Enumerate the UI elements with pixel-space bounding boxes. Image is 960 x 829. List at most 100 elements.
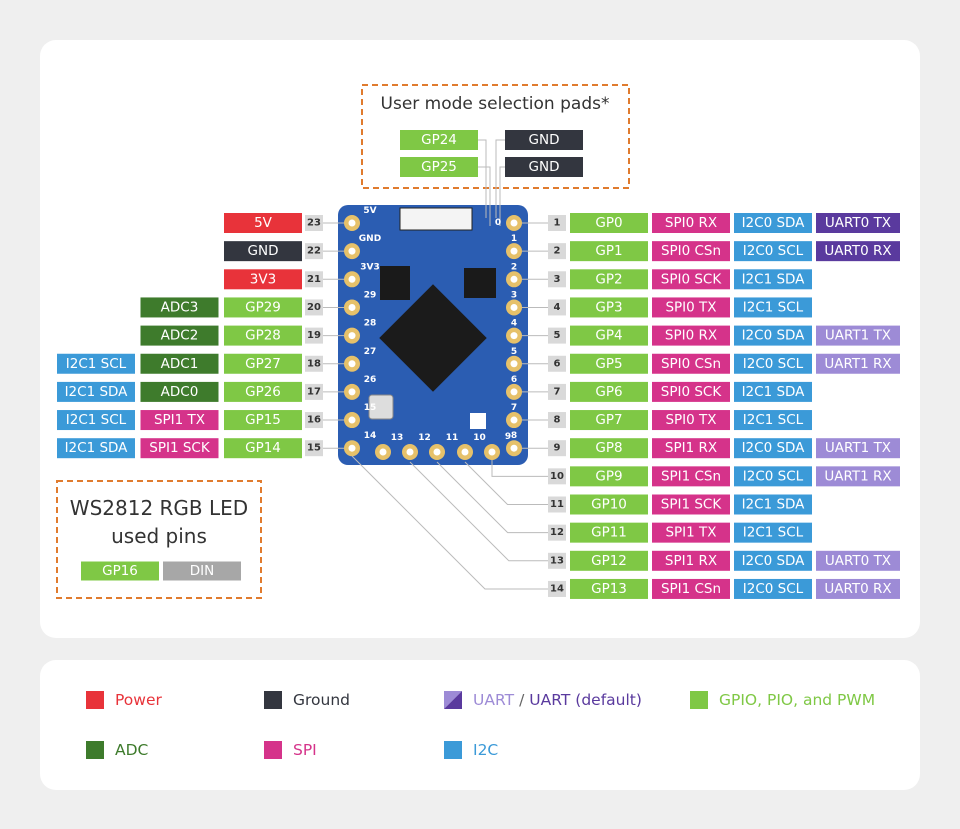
pin-number-box	[548, 355, 566, 372]
label-text: I2C0 SCL	[743, 581, 804, 597]
label-box	[570, 494, 648, 515]
pad-hole	[510, 360, 518, 368]
label-box	[57, 381, 135, 402]
label-box	[224, 213, 302, 233]
label-box	[816, 550, 900, 571]
label-text: GP10	[591, 497, 627, 513]
label-text: I2C0 SDA	[742, 553, 806, 569]
board-silk: 29	[364, 290, 377, 300]
label-box	[505, 157, 583, 177]
leader-line	[409, 461, 548, 562]
label-text: SPI0 CSn	[661, 243, 721, 259]
label-text: ADC0	[161, 384, 199, 400]
legend-label-part: I2C	[473, 741, 498, 759]
label-box	[57, 438, 135, 459]
pad-hole	[510, 247, 518, 255]
leader-line	[464, 461, 548, 505]
label-box	[816, 213, 900, 233]
board-silk: 0	[495, 218, 501, 228]
pin-number: 13	[550, 555, 564, 566]
label-text: I2C1 SCL	[743, 412, 804, 428]
legend-label-part: UART	[473, 691, 515, 709]
label-box	[652, 297, 730, 318]
label-box	[570, 297, 648, 318]
label-box	[816, 325, 900, 346]
pad-lines	[478, 139, 505, 226]
label-box	[570, 578, 648, 599]
pad-hole	[348, 388, 356, 396]
pad-hole	[348, 303, 356, 311]
label-text: I2C1 SDA	[742, 497, 806, 513]
label-box	[734, 550, 812, 571]
pad-hole	[461, 448, 469, 456]
label-text: I2C0 SCL	[743, 243, 804, 259]
pad-hole	[348, 360, 356, 368]
label-text: SPI1 RX	[665, 553, 717, 569]
pin-number-box	[548, 524, 566, 541]
label-box	[400, 130, 478, 150]
label-text: DIN	[190, 563, 214, 579]
board-silk: 3V3	[360, 262, 380, 272]
label-box	[224, 325, 302, 346]
legend-label: I2C	[473, 741, 498, 759]
label-box	[140, 297, 219, 318]
user-mode-title: User mode selection pads*	[381, 94, 610, 114]
board-silk: 6	[511, 375, 517, 385]
label-text: I2C1 SDA	[742, 384, 806, 400]
pin-number-box	[305, 215, 323, 231]
label-box	[57, 353, 135, 374]
pin-number: 6	[554, 358, 561, 369]
label-text: SPI0 RX	[665, 215, 717, 231]
label-text: GP12	[591, 553, 627, 569]
label-text: SPI1 SCK	[149, 440, 211, 456]
label-text: I2C0 SDA	[742, 215, 806, 231]
board-silk: GND	[359, 234, 381, 244]
label-text: SPI1 CSn	[661, 581, 721, 597]
pin-number-box	[548, 468, 566, 485]
board-silk: 10	[473, 433, 486, 443]
label-box	[570, 410, 648, 431]
label-box	[570, 522, 648, 543]
label-text: 3V3	[250, 271, 276, 287]
label-box	[224, 353, 302, 374]
pin-number: 1	[554, 218, 561, 229]
pad-hole	[348, 219, 356, 227]
pin-number: 10	[550, 471, 564, 482]
mcu-chip	[379, 284, 487, 392]
label-text: GP16	[102, 563, 138, 579]
pin-number-box	[305, 383, 323, 400]
label-box	[224, 438, 302, 459]
label-box	[652, 466, 730, 487]
pin-number: 22	[307, 246, 321, 257]
board-silk: 8	[511, 431, 517, 441]
label-box	[224, 410, 302, 431]
label-text: UART0 TX	[825, 215, 891, 231]
pin-number-box	[548, 496, 566, 513]
label-text: GP8	[595, 440, 622, 456]
ws2812-box	[56, 480, 262, 599]
pin-number: 3	[554, 274, 561, 285]
label-box	[816, 578, 900, 599]
label-text: 5V	[254, 215, 273, 231]
label-box	[570, 213, 648, 233]
board-silk: 9	[505, 432, 511, 442]
legend-label-part: Ground	[293, 691, 350, 709]
label-text: UART1 TX	[825, 440, 891, 456]
pin-number: 19	[307, 330, 321, 341]
pin-number-box	[305, 271, 323, 288]
label-box	[652, 381, 730, 402]
label-text: SPI1 CSn	[661, 468, 721, 484]
label-box	[734, 325, 812, 346]
label-text: GP26	[245, 384, 281, 400]
label-text: GP14	[245, 440, 281, 456]
ws2812-title: WS2812 RGB LED	[70, 496, 248, 520]
label-text: SPI1 SCK	[661, 497, 723, 513]
label-text: I2C1 SDA	[65, 440, 129, 456]
legend-label: ADC	[115, 741, 148, 759]
label-box	[652, 269, 730, 290]
pad-hole	[433, 448, 441, 456]
label-box	[652, 353, 730, 374]
label-box	[140, 353, 219, 374]
label-text: UART1 TX	[825, 328, 891, 344]
